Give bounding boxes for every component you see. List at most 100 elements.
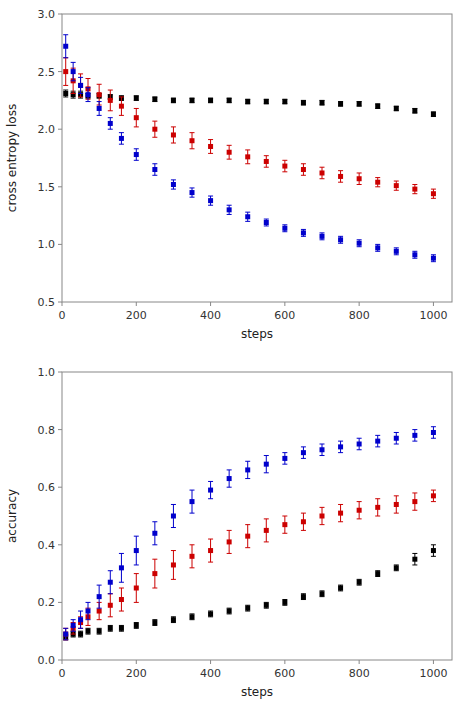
y-tick (58, 372, 62, 373)
error-bar (190, 188, 195, 197)
point (375, 104, 380, 109)
point (119, 597, 124, 602)
error-bar (208, 481, 213, 498)
plot-frame (62, 372, 452, 660)
error-bar (63, 628, 68, 640)
y-tick (58, 129, 62, 130)
point (86, 92, 91, 97)
point (97, 594, 102, 599)
error-bar (357, 240, 362, 247)
point (108, 121, 113, 126)
error-bar (357, 438, 362, 450)
point (301, 100, 306, 105)
error-bar (264, 219, 269, 226)
error-bar (245, 212, 250, 221)
point (245, 99, 250, 104)
error-bar (152, 620, 157, 626)
error-bar (412, 184, 417, 193)
point (320, 234, 325, 239)
error-bar (264, 602, 269, 608)
point (375, 439, 380, 444)
series (63, 545, 436, 640)
x-tick (359, 302, 360, 306)
error-bar (282, 99, 287, 104)
error-bar (108, 625, 113, 631)
point (394, 249, 399, 254)
error-bar (227, 608, 232, 614)
point (394, 106, 399, 111)
error-bar (338, 236, 343, 243)
error-bar (245, 150, 250, 164)
y-tick (58, 71, 62, 72)
y-tick-label: 1.0 (38, 366, 56, 379)
error-bar (190, 98, 195, 103)
y-tick-label: 0.8 (38, 424, 56, 437)
point (375, 571, 380, 576)
error-bar (394, 106, 399, 111)
error-bar (431, 427, 436, 439)
point (301, 167, 306, 172)
error-bar (71, 620, 76, 632)
point (63, 632, 68, 637)
error-bar (97, 628, 102, 634)
chart: 0.51.01.52.02.53.002004006008001000steps… (5, 8, 452, 341)
error-bar (301, 594, 306, 600)
point (412, 499, 417, 504)
point (264, 462, 269, 467)
error-bar (301, 164, 306, 176)
error-bar (108, 594, 113, 617)
y-tick (58, 602, 62, 603)
error-bar (431, 545, 436, 557)
error-bar (320, 591, 325, 597)
error-bar (134, 108, 139, 126)
error-bar (245, 605, 250, 611)
error-bar (227, 530, 232, 553)
error-bar (152, 522, 157, 545)
point (338, 237, 343, 242)
series (63, 490, 436, 640)
point (431, 548, 436, 553)
point (320, 514, 325, 519)
point (134, 548, 139, 553)
error-bar (264, 99, 269, 104)
chart: 0.00.20.40.60.81.002004006008001000steps… (5, 366, 452, 699)
error-bar (375, 571, 380, 577)
point (190, 138, 195, 143)
point (171, 562, 176, 567)
point (119, 565, 124, 570)
point (227, 609, 232, 614)
point (245, 467, 250, 472)
error-bar (152, 97, 157, 102)
x-tick (136, 302, 137, 306)
error-bar (208, 539, 213, 562)
y-tick-label: 0.4 (38, 539, 56, 552)
point (134, 623, 139, 628)
point (338, 444, 343, 449)
point (227, 539, 232, 544)
point (134, 96, 139, 101)
point (245, 214, 250, 219)
point (301, 450, 306, 455)
point (208, 548, 213, 553)
point (375, 245, 380, 250)
error-bar (97, 102, 102, 116)
x-tick (210, 302, 211, 306)
error-bar (119, 97, 124, 115)
error-bar (190, 545, 195, 568)
error-bar (394, 181, 399, 190)
marks (63, 427, 436, 640)
point (152, 571, 157, 576)
point (245, 154, 250, 159)
point (97, 609, 102, 614)
y-tick-label: 1.5 (38, 181, 56, 194)
error-bar (63, 90, 68, 97)
error-bar (71, 62, 76, 80)
error-bar (78, 77, 83, 93)
error-bar (78, 74, 83, 97)
x-tick (433, 302, 434, 306)
point (282, 456, 287, 461)
error-bar (171, 180, 176, 189)
error-bar (171, 98, 176, 103)
point (134, 152, 139, 157)
x-tick-label: 600 (274, 309, 295, 322)
